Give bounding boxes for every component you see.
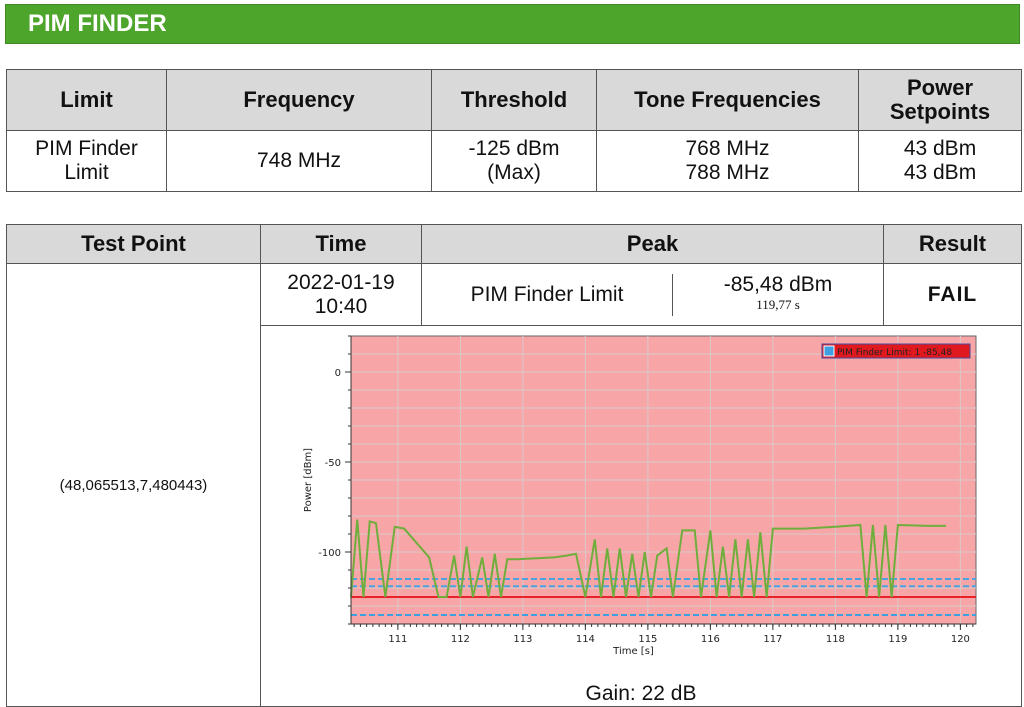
header-limit: Limit [6,69,167,131]
legend-text: PIM Finder Limit: 1 -85,48 [837,348,952,358]
header-frequency: Frequency [166,69,432,131]
cell-power-setpoints: 43 dBm 43 dBm [858,130,1022,192]
peak-label: PIM Finder Limit [422,273,673,316]
peak-value: -85,48 dBm [723,272,833,296]
header-tone-frequencies: Tone Frequencies [596,69,859,131]
power-setpoints-text: Power Setpoints [889,75,991,124]
gain-label: Gain: 22 dB [585,682,697,705]
y-tick-label: -50 [325,458,341,469]
x-tick-label: 119 [888,634,907,645]
cell-threshold: -125 dBm (Max) [431,130,597,192]
header-time: Time [260,224,422,264]
peak-time: 119,77 s [756,296,800,312]
tone-line1: 768 MHz [685,137,770,160]
threshold-line2: (Max) [487,161,541,184]
power-line2: 43 dBm [903,161,977,184]
x-tick-label: 114 [576,634,595,645]
cell-peak: PIM Finder Limit -85,48 dBm 119,77 s [421,263,884,326]
limits-table: Limit Frequency Threshold Tone Frequenci… [6,69,1022,192]
legend-box [821,343,971,359]
y-tick-label: 0 [335,368,341,379]
chart-cell: 111 112 113 114 115 116 117 118 119 120 0 -50 -100 Ti… [260,325,1022,707]
peak-value-block: -85,48 dBm 119,77 s [673,272,883,315]
limit-line1: PIM Finder [35,137,138,160]
header-threshold: Threshold [431,69,597,131]
header-peak: Peak [421,224,884,264]
x-tick-label: 120 [951,634,970,645]
legend-icon [823,345,835,357]
cell-time: 2022-01-19 10:40 [260,263,422,326]
cell-test-point: (48,065513,7,480443) [6,263,261,707]
x-tick-label: 117 [763,634,782,645]
time-line2: 10:40 [314,294,368,318]
x-tick-label: 113 [513,634,532,645]
power-chart: 111 112 113 114 115 116 117 118 119 120 0 -50 -100 Ti… [303,335,977,657]
x-tick-label: 112 [451,634,470,645]
result-status: FAIL [883,263,1022,326]
x-tick-label: 111 [388,634,407,645]
cell-tone-frequencies: 768 MHz 788 MHz [596,130,859,192]
page-title: PIM FINDER [28,10,167,37]
header-power-setpoints: Power Setpoints [858,69,1022,131]
series-line [350,519,947,598]
cell-limit: PIM Finder Limit [6,130,167,192]
y-tick-label: -100 [318,548,341,559]
tone-line2: 788 MHz [685,161,770,184]
x-tick-label: 115 [638,634,657,645]
cell-frequency: 748 MHz [166,130,432,192]
header-test-point: Test Point [6,224,261,264]
x-tick-label: 118 [826,634,845,645]
time-line1: 2022-01-19 [287,270,395,294]
x-tick-label: 116 [701,634,720,645]
page-title-bar: PIM FINDER [5,4,1020,44]
x-axis-label: Time [s] [612,646,654,657]
header-result: Result [883,224,1022,264]
power-line1: 43 dBm [903,137,977,160]
results-table: Test Point Time Peak Result (48,065513,7… [6,224,1022,707]
threshold-line1: -125 dBm [468,137,560,160]
limit-line2: Limit [64,161,109,184]
y-axis-label: Power [dBm] [303,448,314,512]
